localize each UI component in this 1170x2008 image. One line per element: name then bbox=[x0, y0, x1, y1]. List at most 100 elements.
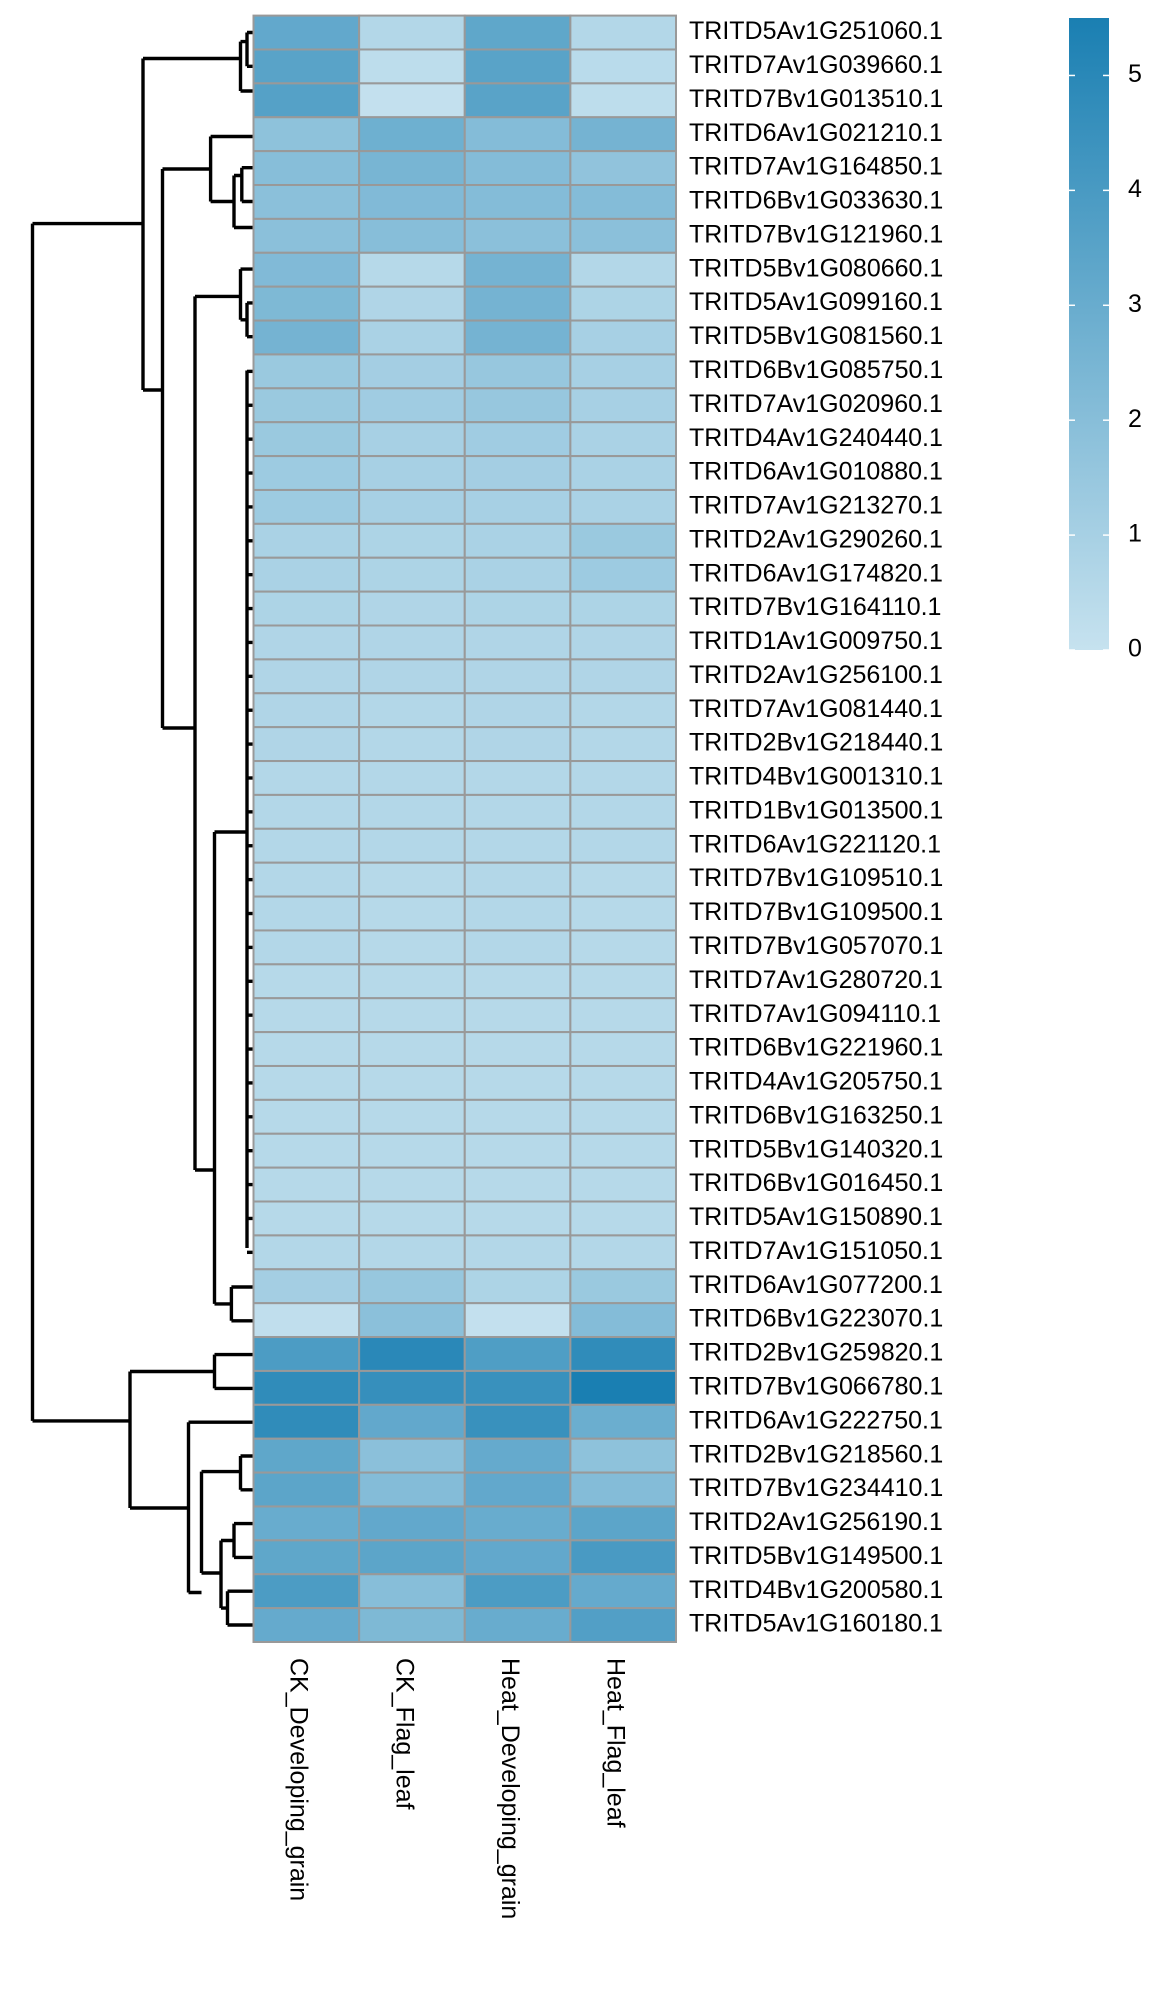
row-label: TRITD7Bv1G057070.1 bbox=[689, 932, 943, 960]
heatmap-cell bbox=[252, 590, 361, 627]
heatmap-cell bbox=[569, 1132, 677, 1169]
heatmap-cell bbox=[358, 1336, 466, 1372]
heatmap-cell bbox=[569, 997, 677, 1034]
heatmap-cell bbox=[569, 793, 677, 830]
heatmap-cell bbox=[252, 658, 361, 695]
heatmap-cell bbox=[358, 184, 466, 220]
heatmap-cell bbox=[358, 285, 466, 322]
heatmap-cell bbox=[463, 963, 572, 1000]
heatmap-cell bbox=[358, 1403, 466, 1440]
heatmap-cell bbox=[252, 1471, 361, 1508]
row-label: TRITD5Bv1G080660.1 bbox=[689, 254, 943, 282]
dendrogram bbox=[30, 30, 254, 1627]
heatmap-cell bbox=[252, 421, 361, 458]
column-label: CK_Flag_leaf bbox=[390, 1658, 418, 1810]
heatmap-cell bbox=[358, 929, 466, 966]
row-label: TRITD5Av1G150890.1 bbox=[689, 1203, 943, 1231]
heatmap-cell bbox=[569, 861, 677, 898]
heatmap-cell bbox=[569, 1369, 677, 1406]
heatmap-cell bbox=[463, 319, 572, 356]
heatmap-cell bbox=[252, 1607, 361, 1644]
heatmap-cell bbox=[358, 353, 466, 390]
heatmap-cell bbox=[252, 1132, 361, 1169]
heatmap-cell bbox=[252, 1166, 361, 1203]
heatmap-cell bbox=[252, 1064, 361, 1101]
heatmap-cell bbox=[252, 217, 361, 254]
row-label: TRITD4Bv1G200580.1 bbox=[689, 1576, 943, 1604]
column-label: Heat_Flag_leaf bbox=[602, 1658, 630, 1828]
heatmap-cell bbox=[569, 522, 677, 559]
heatmap-cell bbox=[358, 556, 466, 593]
heatmap-cell bbox=[463, 1268, 572, 1305]
row-label: TRITD7Bv1G013510.1 bbox=[689, 85, 943, 113]
heatmap-cell bbox=[358, 1302, 466, 1339]
heatmap-cell bbox=[252, 251, 361, 288]
heatmap-cell bbox=[463, 760, 572, 796]
heatmap-cell bbox=[463, 1098, 572, 1135]
heatmap-cell bbox=[358, 82, 466, 119]
heatmap-cell bbox=[358, 590, 466, 627]
heatmap-cell bbox=[252, 1031, 361, 1067]
row-label: TRITD5Bv1G140320.1 bbox=[689, 1135, 943, 1163]
heatmap-cell bbox=[463, 116, 572, 153]
heatmap-cell bbox=[569, 692, 677, 729]
heatmap-cell bbox=[252, 1573, 361, 1610]
row-label: TRITD7Av1G020960.1 bbox=[689, 390, 943, 418]
heatmap-cell bbox=[463, 590, 572, 627]
row-label: TRITD1Av1G009750.1 bbox=[689, 627, 943, 655]
heatmap-cell bbox=[569, 488, 677, 525]
heatmap-cell bbox=[358, 251, 466, 288]
heatmap-cell bbox=[358, 1607, 466, 1644]
colorbar-tick-label: 3 bbox=[1128, 290, 1142, 318]
heatmap-cell bbox=[252, 895, 361, 932]
heatmap-cell bbox=[358, 1200, 466, 1237]
heatmap-cell bbox=[358, 48, 466, 85]
row-label: TRITD2Av1G256100.1 bbox=[689, 661, 943, 689]
row-label: TRITD5Av1G251060.1 bbox=[689, 17, 943, 45]
heatmap-cell bbox=[358, 760, 466, 796]
heatmap-cell bbox=[252, 48, 361, 85]
heatmap-cell bbox=[463, 150, 572, 187]
heatmap-cell bbox=[463, 1234, 572, 1271]
heatmap-cell bbox=[569, 1031, 677, 1067]
heatmap-cell bbox=[252, 285, 361, 322]
heatmap-cell bbox=[569, 1098, 677, 1135]
heatmap-cell bbox=[252, 624, 361, 661]
heatmap-cell bbox=[358, 692, 466, 729]
heatmap-cell bbox=[463, 217, 572, 254]
row-label: TRITD6Av1G174820.1 bbox=[689, 559, 943, 587]
heatmap-cell bbox=[358, 1132, 466, 1169]
row-label: TRITD7Av1G213270.1 bbox=[689, 492, 943, 520]
heatmap-cell bbox=[569, 1336, 677, 1372]
heatmap-cell bbox=[569, 1166, 677, 1203]
heatmap-cell bbox=[569, 929, 677, 966]
heatmap-cell bbox=[252, 726, 361, 763]
heatmap-cell bbox=[463, 997, 572, 1034]
heatmap-cell bbox=[569, 726, 677, 763]
dendrogram-branch bbox=[194, 370, 254, 1323]
dendrogram-branch bbox=[128, 1352, 254, 1627]
row-label: TRITD7Av1G151050.1 bbox=[689, 1237, 943, 1265]
row-label: TRITD1Bv1G013500.1 bbox=[689, 796, 943, 824]
row-label: TRITD6Av1G010880.1 bbox=[689, 458, 943, 486]
heatmap-cell bbox=[252, 82, 361, 119]
dendrogram-branch bbox=[162, 267, 254, 1170]
heatmap-cell bbox=[463, 522, 572, 559]
heatmap-cell bbox=[569, 353, 677, 390]
heatmap-cell bbox=[569, 1302, 677, 1339]
row-label: TRITD6Av1G077200.1 bbox=[689, 1271, 943, 1299]
row-label: TRITD6Av1G021210.1 bbox=[689, 119, 943, 147]
heatmap-cell bbox=[252, 556, 361, 593]
heatmap-cell bbox=[569, 421, 677, 458]
heatmap-cell bbox=[569, 1064, 677, 1101]
row-label: TRITD7Bv1G234410.1 bbox=[689, 1474, 943, 1502]
heatmap-cell bbox=[252, 488, 361, 525]
row-label: TRITD2Av1G290260.1 bbox=[689, 525, 943, 553]
heatmap-cell bbox=[252, 387, 361, 424]
heatmap-cell bbox=[463, 692, 572, 729]
heatmap-cell bbox=[358, 1437, 466, 1474]
row-label: TRITD7Bv1G109510.1 bbox=[689, 864, 943, 892]
heatmap-cell bbox=[358, 1234, 466, 1271]
heatmap-cell bbox=[463, 895, 572, 932]
